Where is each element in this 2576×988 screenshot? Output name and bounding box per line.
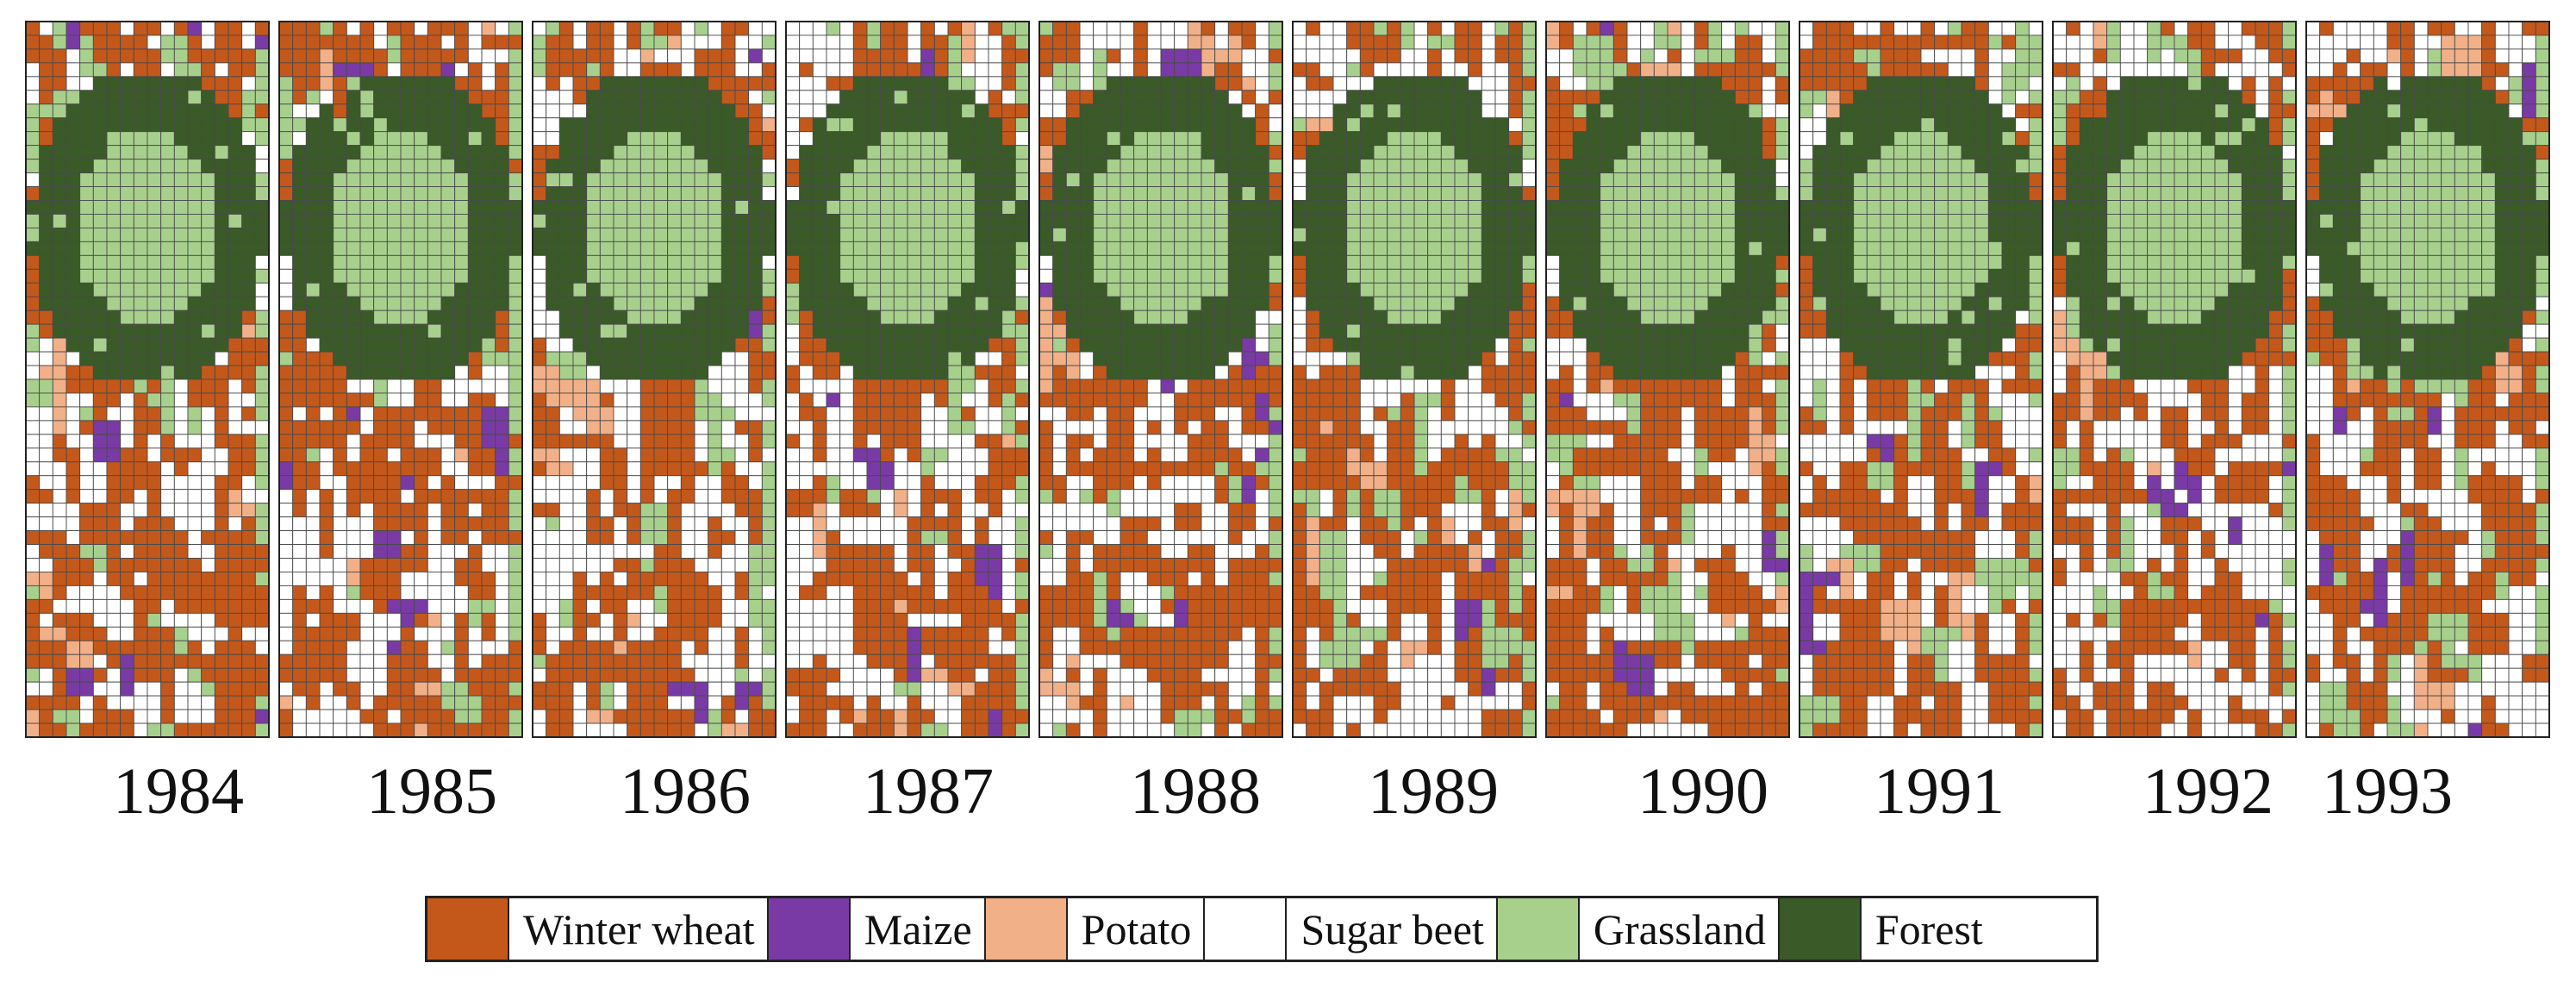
- year-label-1984: 1984: [113, 755, 244, 828]
- legend-item-sugar-beet: Sugar beet: [1205, 898, 1498, 960]
- legend-label-potato: Potato: [1068, 898, 1206, 960]
- legend-swatch-maize: [768, 898, 851, 960]
- land-use-panel-1990: [1545, 21, 1790, 738]
- land-use-panel-1992: [2052, 21, 2297, 738]
- legend-label-winter-wheat: Winter wheat: [509, 898, 769, 960]
- legend-item-forest: Forest: [1779, 898, 1995, 960]
- land-use-panel-1991: [1799, 21, 2043, 738]
- legend-item-grassland: Grassland: [1497, 898, 1780, 960]
- year-label-1987: 1987: [863, 755, 994, 828]
- year-label-1992: 1992: [2143, 755, 2273, 828]
- legend: Winter wheat Maize Potato Sugar beet Gra…: [425, 896, 2099, 962]
- legend-swatch-sugar-beet: [1205, 898, 1288, 960]
- legend-label-grassland: Grassland: [1580, 898, 1780, 960]
- land-use-panel-1984: [25, 21, 270, 738]
- land-use-maps: [25, 21, 2550, 738]
- year-label-1988: 1988: [1130, 755, 1261, 828]
- land-use-panel-1987: [785, 21, 1030, 738]
- legend-item-winter-wheat: Winter wheat: [427, 898, 769, 960]
- legend-label-forest: Forest: [1874, 904, 1983, 954]
- legend-item-maize: Maize: [768, 898, 986, 960]
- land-use-panel-1986: [532, 21, 777, 738]
- year-label-1990: 1990: [1637, 755, 1768, 828]
- year-label-1989: 1989: [1368, 755, 1499, 828]
- land-use-panel-1985: [278, 21, 523, 738]
- year-label-1985: 1985: [366, 755, 497, 828]
- legend-label-maize: Maize: [851, 898, 986, 960]
- legend-swatch-grassland: [1497, 898, 1580, 960]
- land-use-panel-1988: [1039, 21, 1283, 738]
- legend-item-potato: Potato: [985, 898, 1206, 960]
- year-label-1993: 1993: [2322, 755, 2453, 828]
- land-use-panel-1989: [1292, 21, 1537, 738]
- legend-swatch-potato: [985, 898, 1068, 960]
- legend-swatch-forest: [1779, 898, 1862, 960]
- legend-label-sugar-beet: Sugar beet: [1287, 898, 1498, 960]
- year-label-1986: 1986: [620, 755, 751, 828]
- year-label-1991: 1991: [1874, 755, 2005, 828]
- legend-swatch-winter-wheat: [427, 898, 509, 960]
- land-use-panel-1993: [2305, 21, 2550, 738]
